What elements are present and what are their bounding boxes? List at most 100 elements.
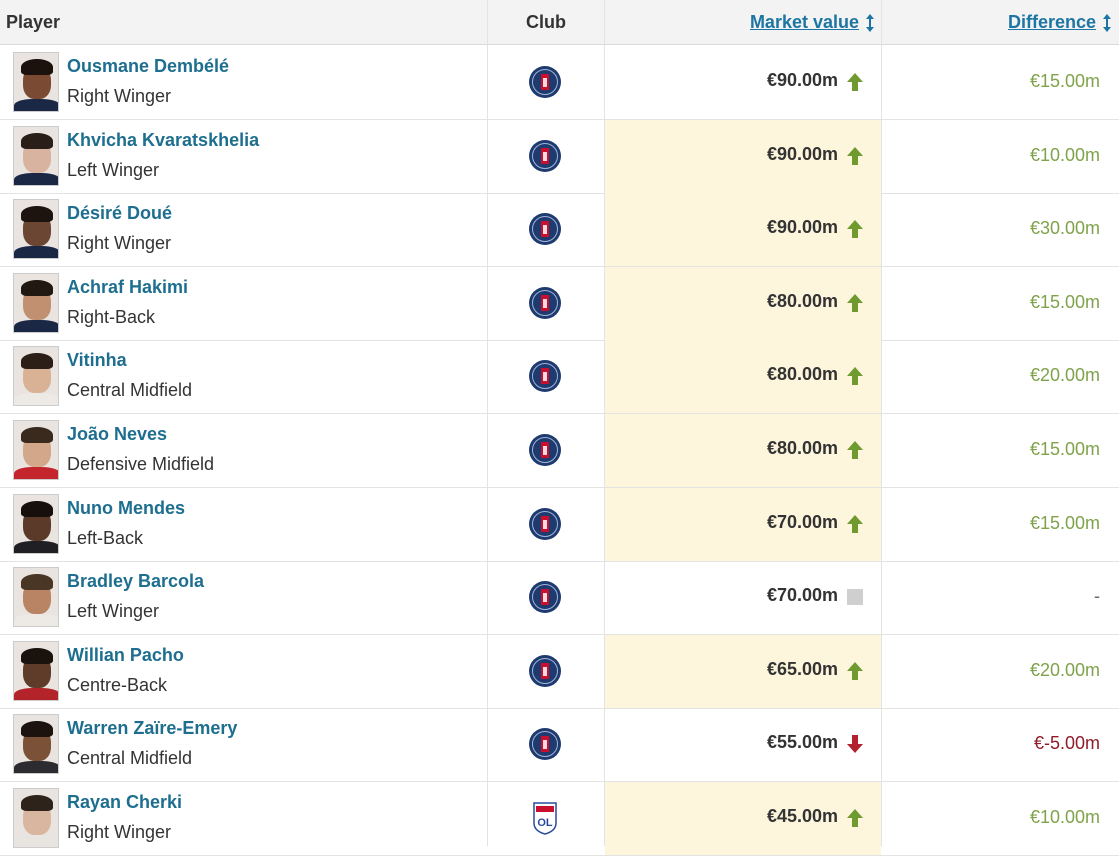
player-photo[interactable]	[13, 788, 59, 848]
market-value-cell-background	[605, 193, 881, 267]
table-row: Désiré Doué Right Winger €90.00m €30.00m	[0, 193, 1119, 268]
table-row: João Neves Defensive Midfield €80.00m €15.0…	[0, 414, 1119, 488]
value-difference: €30.00m	[1029, 218, 1100, 239]
column-divider	[487, 0, 488, 846]
player-name-link[interactable]: Bradley Barcola	[67, 571, 205, 592]
psg-crest-icon[interactable]	[528, 654, 562, 688]
trend-up-icon	[846, 293, 864, 313]
table-row: Bradley Barcola Left Winger €70.00m -	[0, 561, 1119, 636]
psg-crest-icon[interactable]	[528, 433, 562, 467]
player-name-link[interactable]: Désiré Doué	[67, 203, 173, 224]
sort-arrows-icon[interactable]	[1102, 13, 1112, 33]
lyon-crest-icon[interactable]: OL	[528, 801, 562, 835]
psg-crest-icon[interactable]	[528, 286, 562, 320]
player-name-link[interactable]: João Neves	[67, 424, 168, 444]
market-value-cell-background	[605, 414, 881, 487]
header-club: Club	[526, 12, 566, 32]
player-photo[interactable]	[13, 420, 59, 480]
column-divider	[604, 0, 605, 846]
player-photo[interactable]	[13, 640, 59, 701]
value-difference: €15.00m	[1029, 291, 1100, 312]
market-value: €80.00m	[766, 290, 838, 311]
value-difference: €20.00m	[1029, 659, 1100, 680]
player-position: Right Winger	[67, 233, 172, 254]
player-position: Left-Back	[67, 527, 144, 548]
player-photo[interactable]	[13, 493, 59, 554]
sort-difference-link[interactable]: Difference	[1007, 12, 1096, 32]
value-difference: -	[1094, 586, 1100, 607]
player-name-link[interactable]: Rayan Cherki	[67, 792, 183, 812]
player-position: Defensive Midfield	[67, 454, 215, 474]
market-value-cell-background	[605, 266, 881, 340]
trend-up-icon	[846, 808, 864, 828]
market-value-cell-background	[605, 634, 881, 708]
psg-crest-icon[interactable]	[528, 507, 562, 541]
sort-market-value-link[interactable]: Market value	[749, 12, 859, 32]
value-difference: €15.00m	[1029, 439, 1100, 459]
sort-arrows-icon[interactable]	[865, 13, 875, 33]
table-row: Khvicha Kvaratskhelia Left Winger €90.00m €…	[0, 119, 1119, 194]
market-value: €45.00m	[766, 806, 838, 826]
psg-crest-icon[interactable]	[528, 139, 562, 173]
psg-crest-icon[interactable]	[528, 580, 562, 614]
player-name-link[interactable]: Khvicha Kvaratskhelia	[67, 129, 260, 150]
player-name-link[interactable]: Warren Zaïre-Emery	[67, 718, 238, 739]
psg-crest-icon[interactable]	[528, 359, 562, 393]
table-row: Achraf Hakimi Right-Back €80.00m €15.00m	[0, 266, 1119, 341]
header-difference[interactable]: Difference	[882, 0, 1112, 45]
market-value: €70.00m	[766, 585, 838, 606]
trend-up-icon	[846, 72, 864, 92]
market-value: €80.00m	[766, 438, 838, 458]
player-photo[interactable]	[13, 125, 59, 186]
table-header: Player Club Market value Difference	[0, 0, 1119, 45]
player-name-link[interactable]: Nuno Mendes	[67, 497, 186, 518]
player-position: Left Winger	[67, 159, 160, 180]
psg-crest-icon[interactable]	[528, 212, 562, 246]
market-value: €70.00m	[766, 511, 838, 532]
player-photo[interactable]	[13, 52, 59, 112]
market-value-cell-background	[605, 119, 881, 193]
player-position: Right Winger	[67, 86, 172, 106]
player-position: Central Midfield	[67, 748, 193, 769]
trend-up-icon	[846, 514, 864, 534]
value-difference: €15.00m	[1029, 512, 1100, 533]
market-value-cell-background	[605, 340, 881, 414]
psg-crest-icon[interactable]	[528, 727, 562, 761]
trend-down-icon	[846, 734, 864, 754]
trend-unchanged-icon	[846, 587, 864, 607]
player-photo[interactable]	[13, 714, 59, 775]
value-difference: €20.00m	[1029, 365, 1100, 386]
market-value: €65.00m	[766, 658, 838, 679]
table-row: Willian Pacho Centre-Back €65.00m €20.00m	[0, 634, 1119, 709]
player-position: Right-Back	[67, 306, 156, 327]
value-difference: €10.00m	[1029, 807, 1100, 827]
player-photo[interactable]	[13, 567, 59, 628]
player-name-link[interactable]: Ousmane Dembélé	[67, 56, 230, 76]
market-value-cell-background	[605, 487, 881, 561]
value-difference: €15.00m	[1029, 71, 1100, 91]
table-row: Warren Zaïre-Emery Central Midfield €55.00…	[0, 708, 1119, 783]
table-row: Ousmane Dembélé Right Winger €90.00m €15.00…	[0, 46, 1119, 120]
player-name-link[interactable]: Vitinha	[67, 350, 127, 371]
market-value: €55.00m	[766, 732, 838, 753]
header-market-value[interactable]: Market value	[605, 0, 875, 45]
player-name-link[interactable]: Achraf Hakimi	[67, 276, 189, 297]
player-photo[interactable]	[13, 272, 59, 333]
market-value-cell-background	[605, 782, 881, 855]
player-photo[interactable]	[13, 346, 59, 407]
table-row: Rayan Cherki Right Winger OL €45.00m €10.00m	[0, 782, 1119, 856]
player-position: Right Winger	[67, 822, 172, 842]
table-row: Nuno Mendes Left-Back €70.00m €15.00m	[0, 487, 1119, 562]
trend-up-icon	[846, 219, 864, 239]
player-photo[interactable]	[13, 199, 59, 260]
svg-text:OL: OL	[537, 817, 553, 829]
psg-crest-icon[interactable]	[528, 65, 562, 99]
player-name-link[interactable]: Willian Pacho	[67, 644, 184, 665]
column-divider	[881, 0, 882, 846]
trend-up-icon	[846, 146, 864, 166]
trend-up-icon	[846, 366, 864, 386]
player-position: Centre-Back	[67, 674, 168, 695]
trend-up-icon	[846, 661, 864, 681]
header-player: Player	[6, 12, 61, 32]
table-row: Vitinha Central Midfield €80.00m €20.00m	[0, 340, 1119, 415]
